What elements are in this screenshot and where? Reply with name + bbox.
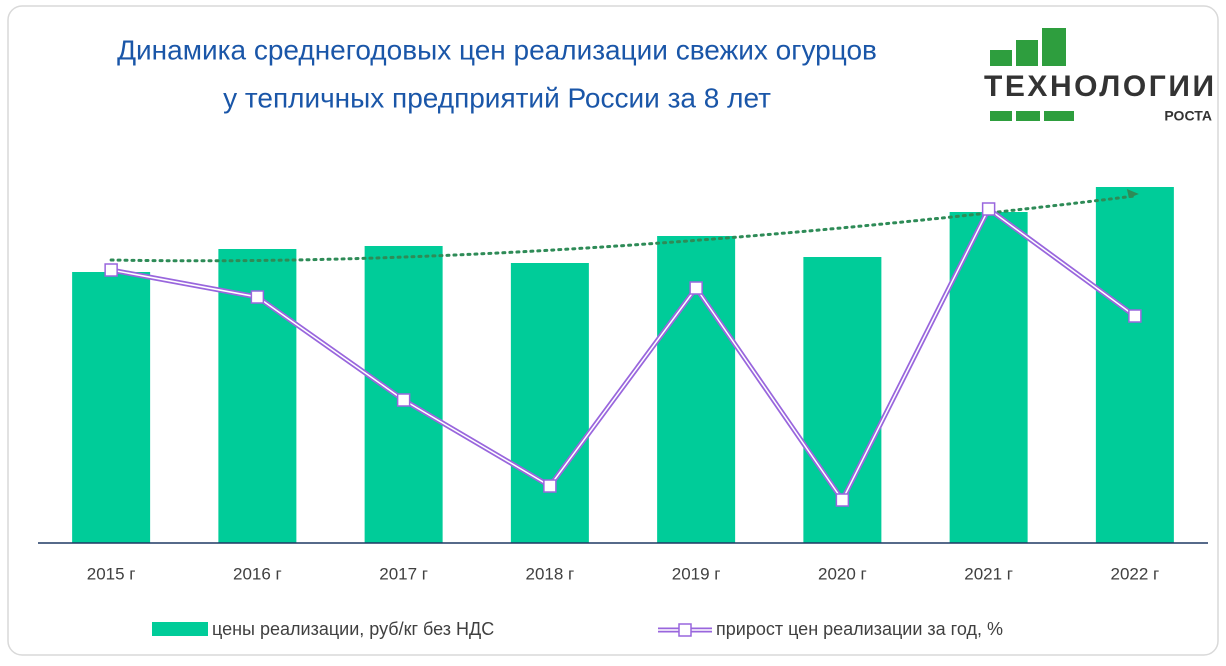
line-marker: [543, 479, 557, 493]
logo-text: РОСТА: [1164, 108, 1212, 124]
line-inner: [110, 207, 1136, 502]
logo-block: [1042, 28, 1066, 66]
bar: [72, 272, 151, 543]
logo: ТЕХНОЛОГИИ РОСТА: [984, 28, 1214, 124]
x-tick-label: 2018 г: [526, 564, 575, 583]
trendline: [109, 194, 1137, 263]
line-marker: [689, 281, 703, 295]
line-marker: [1128, 309, 1142, 323]
logo-block: [1044, 111, 1074, 121]
x-tick-label: 2015 г: [87, 564, 136, 583]
x-tick-label: 2021 г: [964, 564, 1013, 583]
logo-text: ТЕХНОЛОГИИ: [984, 70, 1214, 103]
chart-title: Динамика среднегодовых цен реализации св…: [117, 34, 877, 65]
x-tick-label: 2020 г: [818, 564, 867, 583]
legend-label: цены реализации, руб/кг без НДС: [212, 619, 494, 639]
x-tick-label: 2016 г: [233, 564, 282, 583]
logo-block: [1016, 111, 1040, 121]
legend-label: прирост цен реализации за год, %: [716, 619, 1003, 639]
bar: [949, 212, 1028, 543]
trend-arrow: [1126, 189, 1139, 198]
x-tick-label: 2017 г: [379, 564, 428, 583]
line-marker: [104, 263, 118, 277]
chart-title: у тепличных предприятий России за 8 лет: [223, 82, 771, 113]
logo-block: [990, 50, 1012, 66]
x-tick-label: 2019 г: [672, 564, 721, 583]
logo-block: [990, 111, 1012, 121]
legend-swatch: [152, 622, 208, 636]
legend-marker: [678, 623, 692, 637]
x-tick-label: 2022 г: [1111, 564, 1160, 583]
bar: [510, 263, 589, 543]
line-marker: [396, 393, 411, 407]
line-marker: [835, 493, 850, 507]
frame: [7, 5, 1219, 656]
bar: [1095, 187, 1174, 543]
line-marker: [250, 290, 265, 304]
logo-block: [1016, 40, 1038, 66]
line-marker: [981, 202, 996, 216]
